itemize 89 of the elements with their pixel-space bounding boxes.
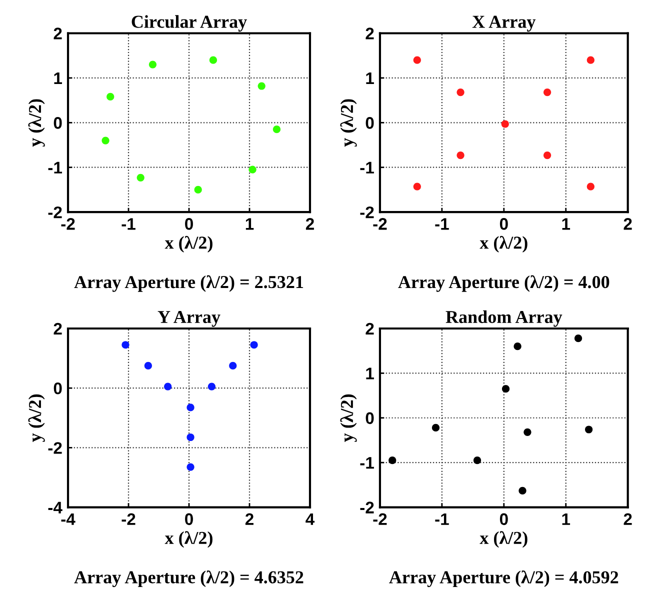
y-axis-title: y (λ/2) (340, 394, 357, 442)
x-axis-title: x (λ/2) (480, 531, 528, 548)
point (250, 341, 258, 349)
point (388, 456, 396, 464)
y-axis-title: y (λ/2) (28, 394, 45, 442)
y-tick-label: -1 (48, 162, 62, 174)
point (413, 56, 421, 64)
y-tick-label: -1 (360, 162, 374, 174)
point (501, 120, 509, 128)
point (456, 88, 464, 96)
text: Array Aperture (λ/2) = 4.00 (398, 275, 610, 292)
point (413, 182, 421, 190)
y-tick-label: 1 (54, 72, 62, 84)
x-tick-label: 2 (306, 218, 314, 230)
x-axis-title: x (λ/2) (164, 236, 212, 252)
point (518, 486, 526, 495)
point (136, 174, 144, 182)
x-tick-label: 1 (562, 218, 570, 230)
point (229, 362, 237, 370)
x-axis-title: x (λ/2) (480, 236, 528, 252)
y-tick-label: -2 (48, 206, 62, 218)
chart-title: Y Array (158, 311, 220, 327)
y-tick-label: -1 (360, 457, 374, 469)
point (194, 186, 202, 194)
y-tick-label: 0 (366, 117, 374, 129)
y-axis-title: y (λ/2) (340, 99, 357, 147)
chart-title: Circular Array (132, 15, 247, 32)
point (543, 88, 552, 96)
y-tick-label: -2 (360, 502, 374, 514)
x-tick-label: -1 (435, 513, 449, 525)
point (186, 404, 194, 412)
x-tick-label: -4 (61, 513, 76, 525)
x-tick-label: 2 (624, 218, 632, 230)
point (585, 426, 593, 434)
point (186, 433, 194, 442)
point (514, 342, 522, 350)
x-tick-label: -2 (61, 218, 75, 230)
x-tick-label: 0 (185, 513, 193, 526)
y-tick-label: 0 (54, 382, 62, 394)
y-axis-title: y (λ/2) (28, 99, 45, 147)
text: Array Aperture (λ/2) = 2.5321 (74, 275, 304, 292)
y-tick-label: -2 (360, 206, 374, 218)
point (122, 341, 130, 349)
point (144, 362, 152, 370)
point (272, 126, 281, 134)
point (258, 82, 266, 90)
x-axis-title: x (λ/2) (164, 531, 212, 548)
x-tick-label: -1 (435, 218, 449, 230)
point (586, 56, 594, 64)
point (456, 151, 464, 160)
x-tick-label: 0 (185, 218, 193, 230)
y-tick-label: -2 (48, 442, 62, 454)
point (106, 92, 114, 101)
y-tick-label: 2 (54, 28, 62, 40)
y-tick-label: 0 (54, 117, 62, 129)
point (208, 382, 216, 390)
point (524, 428, 532, 436)
y-tick-label: 2 (54, 322, 62, 335)
point (102, 136, 110, 144)
y-tick-label: 2 (366, 28, 374, 40)
point (432, 424, 440, 432)
point (209, 56, 218, 64)
x-tick-label: 2 (624, 513, 632, 525)
x-tick-label: -1 (122, 218, 136, 230)
point (543, 151, 552, 160)
chart-title: X Array (472, 16, 536, 32)
point (148, 60, 157, 68)
y-tick-label: -4 (48, 502, 62, 514)
text: Array Aperture (λ/2) = 4.0592 (389, 570, 618, 588)
point (186, 463, 194, 471)
x-tick-label: 1 (246, 218, 254, 230)
point (473, 456, 482, 464)
point (248, 166, 256, 174)
x-tick-label: 4 (306, 513, 315, 525)
point (586, 182, 594, 190)
point (164, 382, 172, 390)
y-tick-label: 0 (366, 412, 374, 424)
x-tick-label: 1 (562, 513, 570, 525)
chart-title: Random Array (446, 310, 562, 327)
x-tick-label: 0 (500, 218, 508, 230)
text: Array Aperture (λ/2) = 4.6352 (74, 570, 304, 588)
y-tick-label: 2 (366, 322, 374, 335)
y-tick-label: 1 (366, 72, 374, 84)
point (502, 385, 510, 393)
x-tick-label: 2 (245, 513, 254, 525)
point (574, 334, 582, 342)
y-tick-label: 1 (366, 368, 374, 380)
x-tick-label: -2 (122, 513, 136, 525)
x-tick-label: 0 (500, 513, 508, 526)
